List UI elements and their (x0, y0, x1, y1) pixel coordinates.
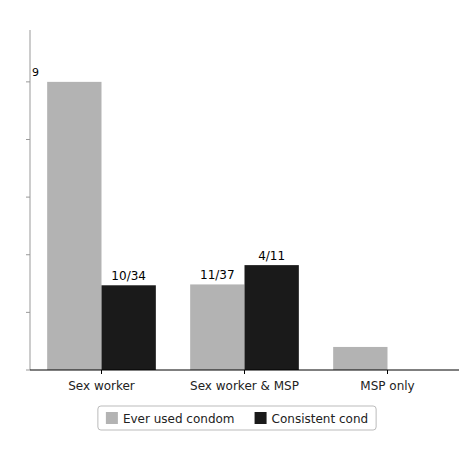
legend: Ever used condom Consistent cond (98, 406, 376, 430)
bar (333, 347, 387, 370)
legend-swatch (106, 412, 118, 424)
y-tick (26, 254, 30, 255)
y-tick (26, 370, 30, 371)
bar (190, 284, 244, 370)
legend-item: Ever used condom (106, 412, 235, 426)
y-tick (26, 81, 30, 82)
legend-label: Ever used condom (123, 412, 235, 426)
legend-label: Consistent cond (272, 412, 369, 426)
bar (47, 82, 101, 370)
legend-frame (98, 406, 376, 430)
bar-label: 11/37 (200, 268, 235, 282)
x-tick (387, 370, 388, 374)
x-tick-label: Sex worker (68, 379, 135, 393)
y-tick (26, 197, 30, 198)
chart-container: 11/37 10/34 4/11 Sex worker Sex worker & MSP… (0, 0, 474, 474)
x-tick (244, 370, 245, 374)
bar-label: 10/34 (111, 269, 146, 283)
bar (245, 265, 299, 370)
y-tick (26, 312, 30, 313)
legend-swatch (255, 412, 267, 424)
y-tick (26, 139, 30, 140)
x-tick-label: MSP only (360, 379, 414, 393)
y-axis-line (30, 30, 31, 370)
bar (102, 285, 156, 370)
x-tick (101, 370, 102, 374)
legend-item: Consistent cond (255, 412, 369, 426)
chart-svg: 11/37 10/34 4/11 Sex worker Sex worker & MSP… (0, 0, 474, 474)
bars (47, 82, 387, 370)
annotation: 9 (32, 66, 39, 79)
bar-label: 4/11 (258, 249, 285, 263)
x-tick-label: Sex worker & MSP (190, 379, 299, 393)
